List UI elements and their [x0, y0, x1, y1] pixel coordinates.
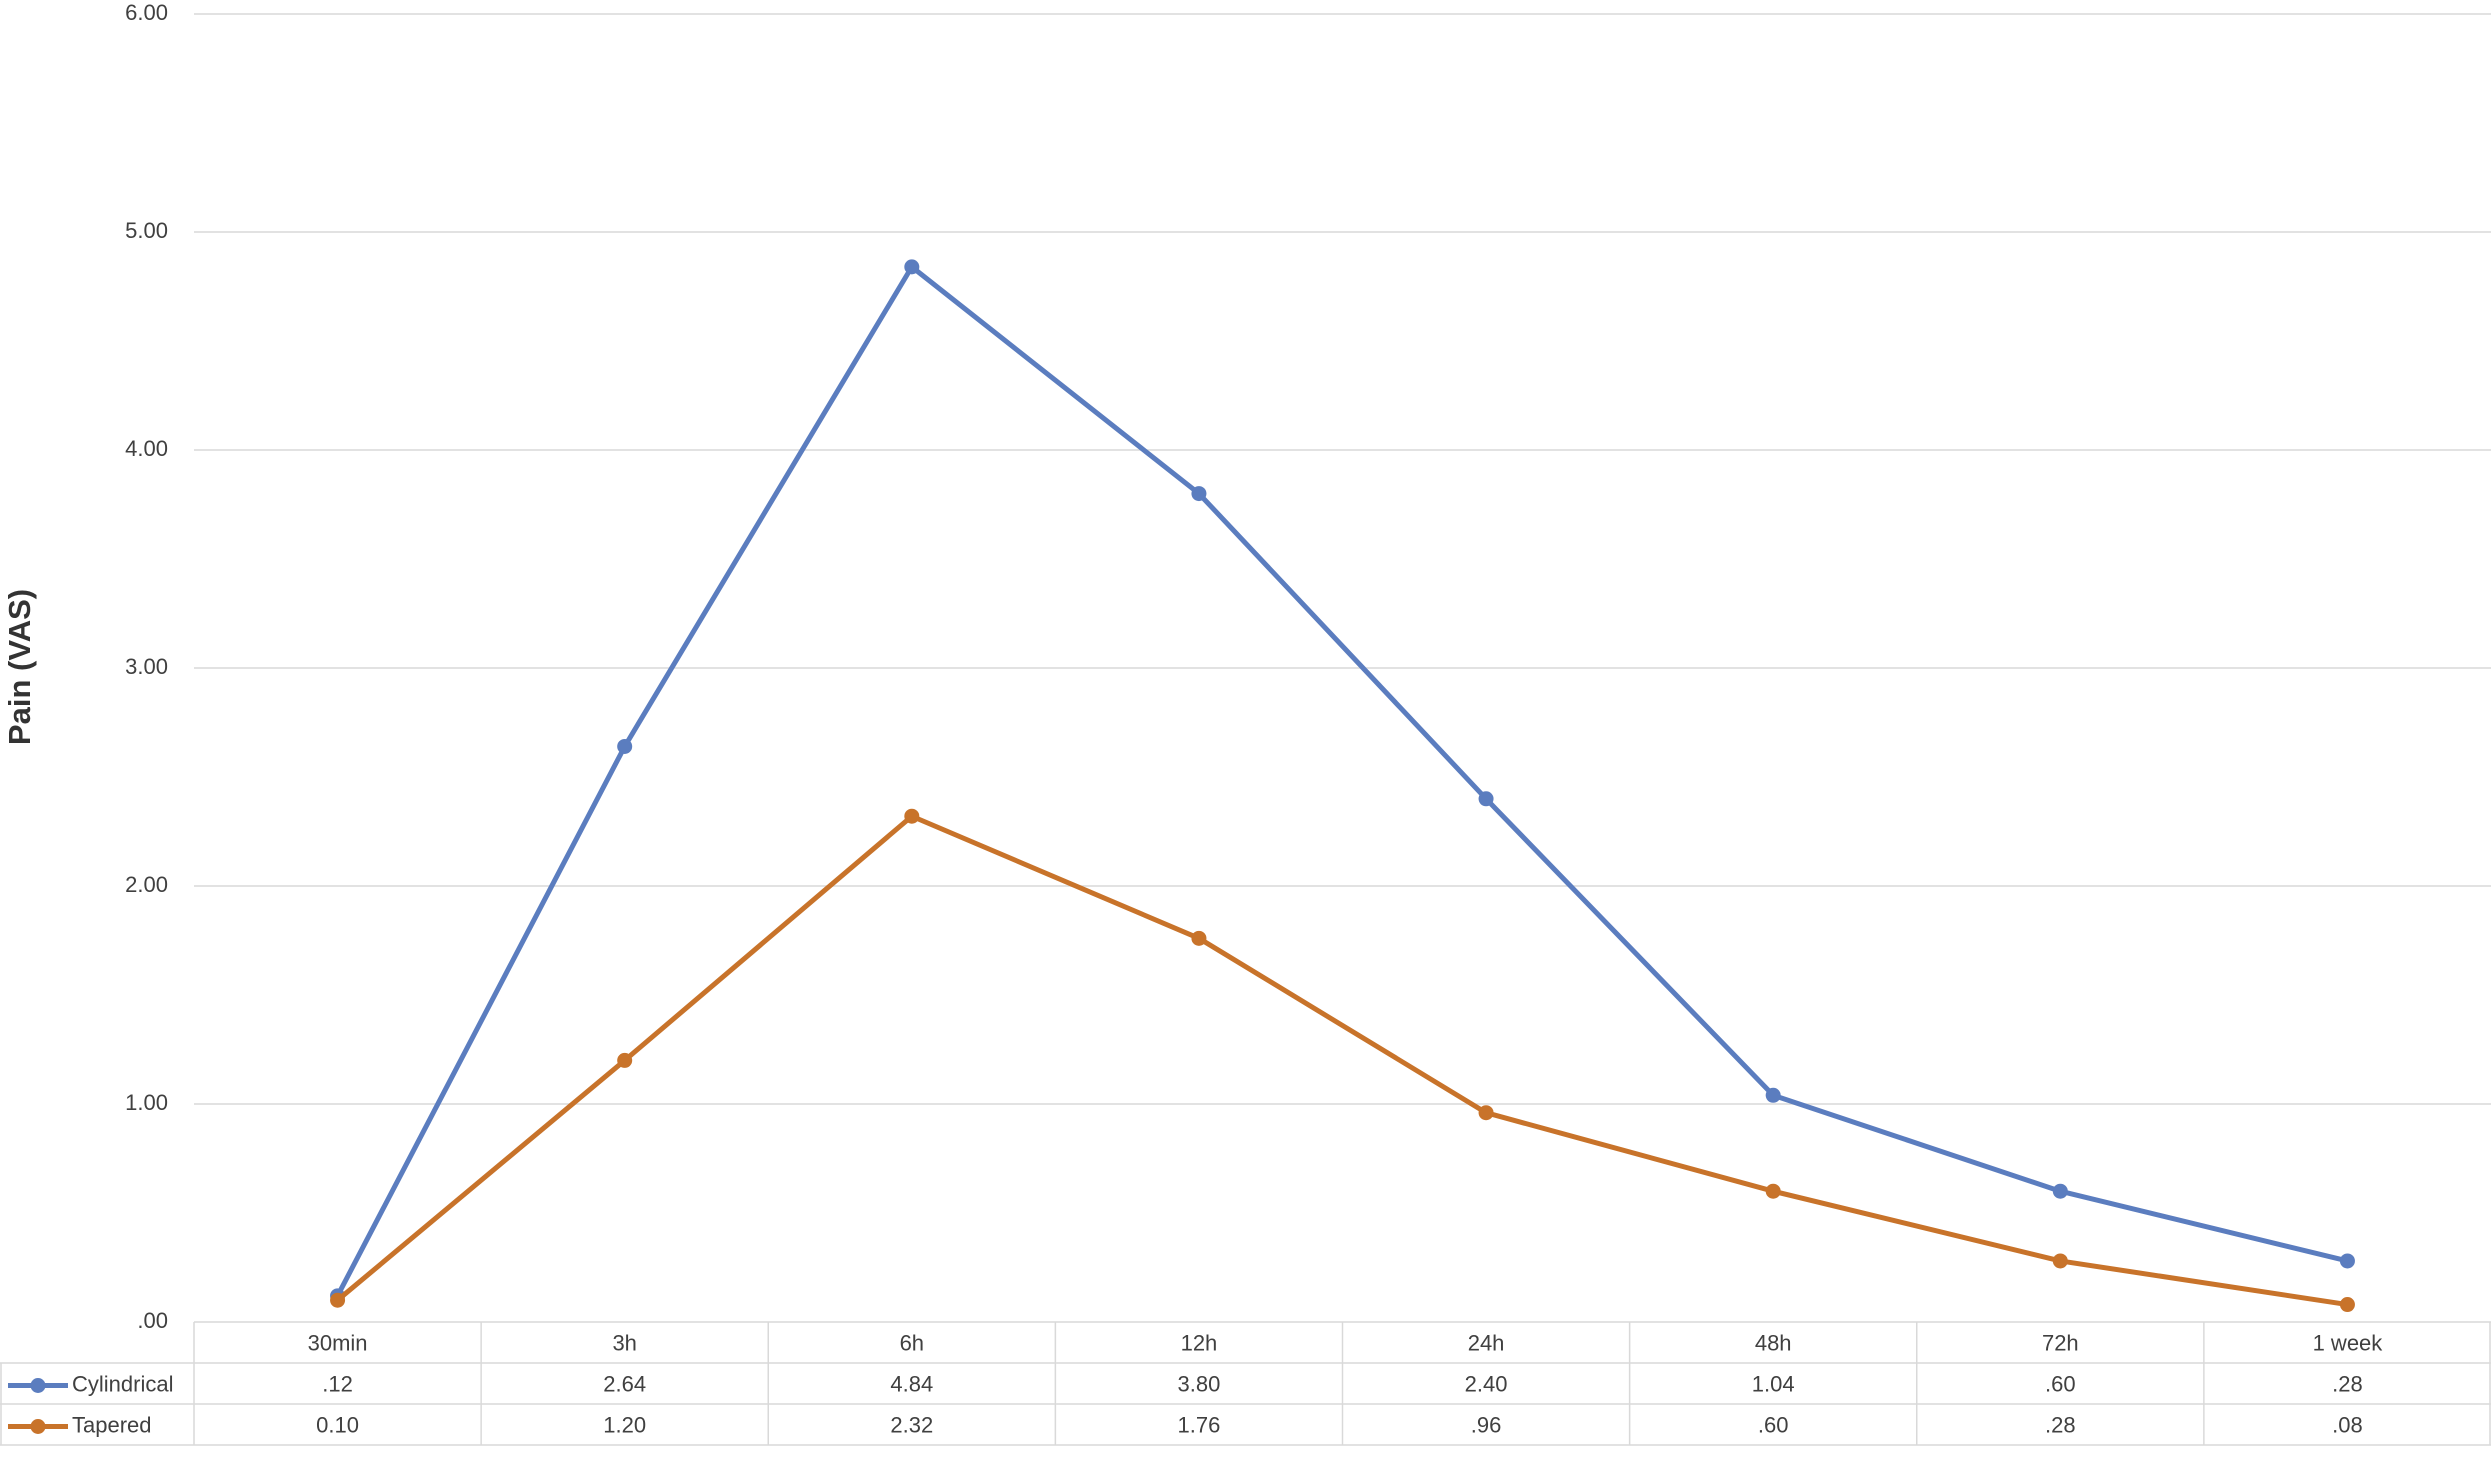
data-point	[2052, 1183, 2068, 1199]
table-value: 1.20	[603, 1412, 646, 1437]
legend-label: Tapered	[72, 1412, 152, 1437]
table-value: 0.10	[316, 1412, 359, 1437]
data-point	[904, 259, 920, 275]
data-point	[617, 1052, 633, 1068]
y-tick-label: 2.00	[125, 872, 168, 897]
x-tick-label: 1 week	[2313, 1330, 2384, 1355]
table-value: .60	[2045, 1371, 2076, 1396]
series-line	[335, 813, 2348, 1308]
data-point	[1478, 791, 1494, 807]
series-line	[335, 264, 2349, 1297]
x-tick-label: 12h	[1181, 1330, 1218, 1355]
table-value: .28	[2332, 1371, 2363, 1396]
table-value: 4.84	[890, 1371, 933, 1396]
table-value: .60	[1758, 1412, 1789, 1437]
data-point	[330, 1292, 346, 1308]
x-tick-label: 30min	[308, 1330, 368, 1355]
table-value: .96	[1471, 1412, 1502, 1437]
table-value: 1.04	[1752, 1371, 1795, 1396]
data-point	[1765, 1183, 1781, 1199]
table-value: .12	[322, 1371, 353, 1396]
x-tick-label: 3h	[612, 1330, 636, 1355]
data-point	[617, 738, 633, 754]
table-value: .28	[2045, 1412, 2076, 1437]
table-value: .08	[2332, 1412, 2363, 1437]
data-point	[1765, 1087, 1781, 1103]
data-point	[1478, 1105, 1494, 1121]
y-tick-label: 6.00	[125, 0, 168, 25]
data-point	[1191, 930, 1207, 946]
legend-marker	[30, 1419, 46, 1434]
data-point	[2052, 1253, 2068, 1269]
x-tick-label: 48h	[1755, 1330, 1792, 1355]
y-axis-title: Pain (VAS)	[2, 589, 37, 745]
y-tick-label: 3.00	[125, 654, 168, 679]
y-tick-label: .00	[137, 1308, 168, 1333]
y-tick-label: 1.00	[125, 1090, 168, 1115]
x-tick-label: 6h	[900, 1330, 924, 1355]
table-value: 2.64	[603, 1371, 646, 1396]
y-tick-label: 4.00	[125, 436, 168, 461]
y-tick-label: 5.00	[125, 218, 168, 243]
x-tick-label: 24h	[1468, 1330, 1505, 1355]
legend-marker	[30, 1378, 46, 1393]
data-point	[2339, 1297, 2355, 1313]
data-point	[904, 808, 920, 824]
data-point	[2339, 1253, 2355, 1269]
table-value: 3.80	[1178, 1371, 1221, 1396]
legend-label: Cylindrical	[72, 1371, 173, 1396]
table-value: 1.76	[1178, 1412, 1221, 1437]
data-point	[1191, 486, 1207, 502]
x-tick-label: 72h	[2042, 1330, 2079, 1355]
table-value: 2.32	[890, 1412, 933, 1437]
table-value: 2.40	[1465, 1371, 1508, 1396]
